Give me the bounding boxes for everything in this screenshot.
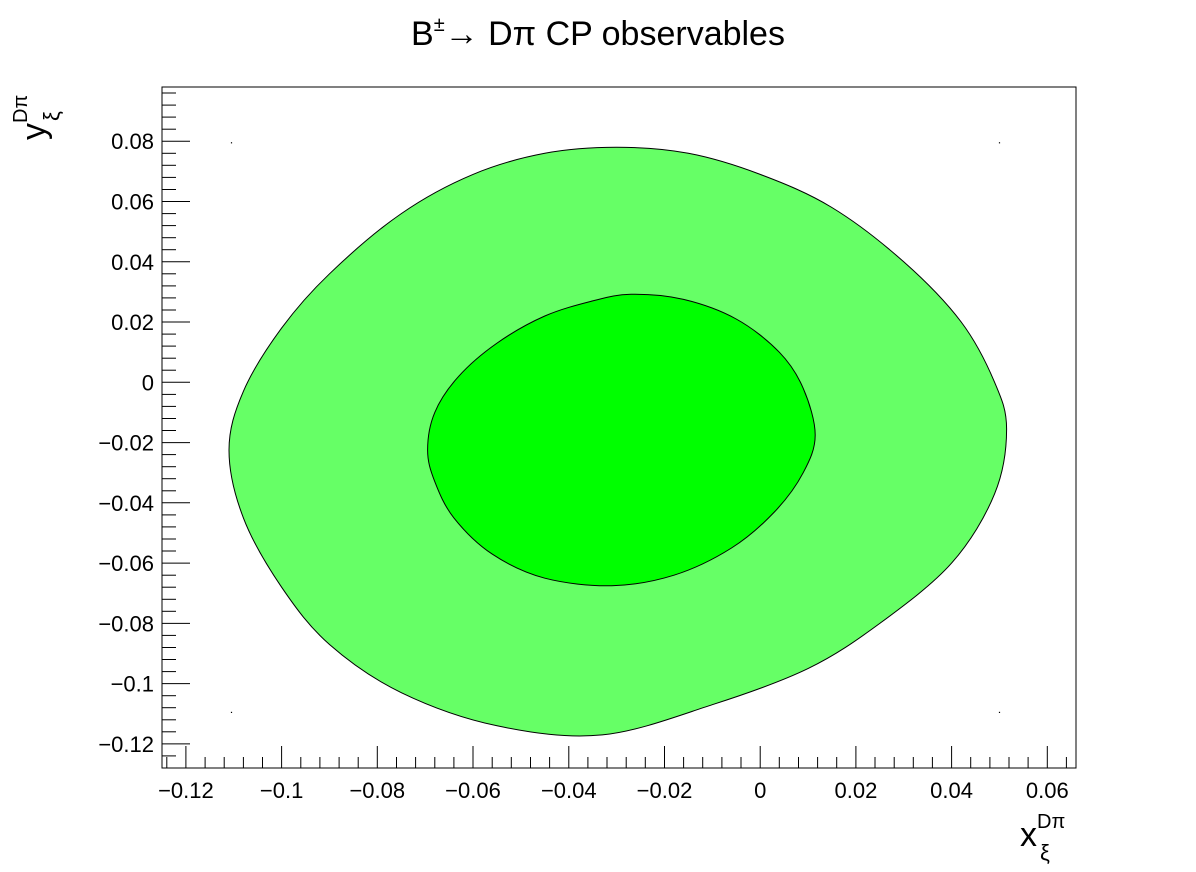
- x-tick-label: 0: [754, 778, 766, 803]
- y-tick-label: −0.12: [98, 732, 154, 757]
- corner-marker: [998, 142, 1001, 144]
- y-axis-title-sub: ξ: [39, 111, 64, 121]
- x-axis: −0.12 −0.1 −0.08 −0.06 −0.04 −0.02 0 0.02 0.04 0.…: [158, 746, 1069, 803]
- y-tick-label: 0: [142, 370, 154, 395]
- y-tick-label: 0.06: [111, 190, 154, 215]
- x-axis-title-sub: ξ: [1040, 840, 1050, 865]
- chart-title: B±→ Dπ CP observables: [411, 14, 785, 53]
- x-tick-label: −0.04: [541, 778, 597, 803]
- contour-region-inner: [427, 293, 816, 587]
- corner-marker: [998, 711, 1001, 713]
- y-tick-label: −0.1: [111, 672, 154, 697]
- x-axis-title-base: x: [1020, 816, 1037, 854]
- y-axis-title-sup: Dπ: [10, 95, 32, 123]
- y-axis: 0.08 0.06 0.04 0.02 0 −0.02 −0.04 −0.06 −0.08 −0.…: [98, 92, 190, 757]
- x-tick-label: 0.06: [1026, 778, 1069, 803]
- y-tick-label: 0.08: [111, 129, 154, 154]
- y-tick-label: −0.02: [98, 431, 154, 456]
- y-tick-label: −0.04: [98, 491, 154, 516]
- title-superscript: ±: [434, 14, 445, 36]
- title-prefix: B: [411, 15, 434, 53]
- x-tick-label: −0.08: [349, 778, 405, 803]
- x-axis-title: xDπ ξ: [1020, 811, 1065, 865]
- y-tick-label: −0.06: [98, 551, 154, 576]
- x-tick-label: −0.02: [637, 778, 693, 803]
- corner-marker: [230, 142, 233, 144]
- x-tick-label: −0.12: [158, 778, 214, 803]
- y-tick-label: −0.08: [98, 611, 154, 636]
- y-tick-label: 0.04: [111, 250, 154, 275]
- x-tick-label: 0.04: [930, 778, 973, 803]
- x-tick-label: −0.06: [445, 778, 501, 803]
- corner-markers: [230, 142, 1001, 713]
- x-tick-label: −0.1: [260, 778, 303, 803]
- y-axis-title-base: y: [15, 123, 53, 140]
- corner-marker: [230, 711, 233, 713]
- x-axis-title-sup: Dπ: [1037, 811, 1065, 833]
- plot-frame: [161, 86, 1077, 769]
- title-suffix: → Dπ CP observables: [445, 15, 785, 53]
- contour-regions: [228, 146, 1008, 737]
- x-tick-label: 0.02: [834, 778, 877, 803]
- y-tick-label: 0.02: [111, 310, 154, 335]
- y-axis-title: yDπ ξ: [10, 95, 64, 140]
